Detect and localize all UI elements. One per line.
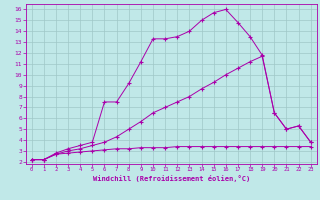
X-axis label: Windchill (Refroidissement éolien,°C): Windchill (Refroidissement éolien,°C) [92,175,250,182]
